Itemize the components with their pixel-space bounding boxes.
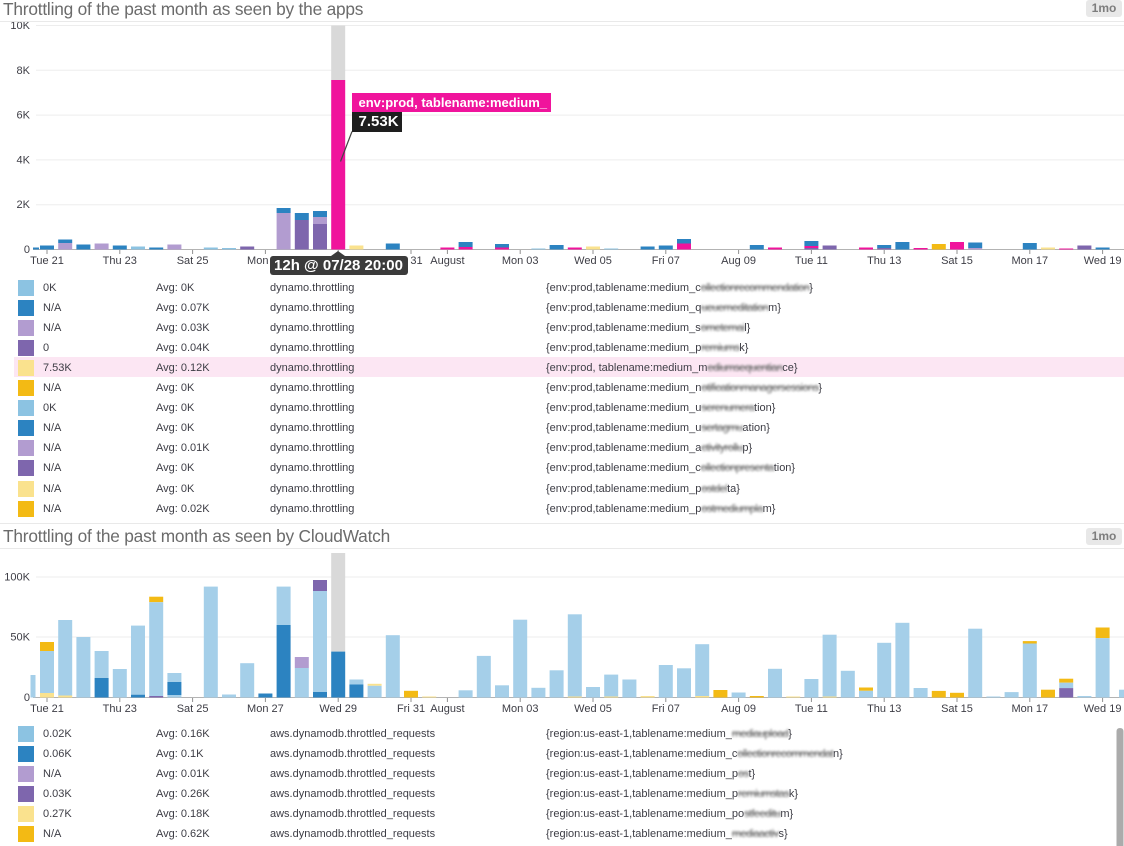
svg-text:Wed 05: Wed 05 [574, 255, 612, 267]
svg-text:Aug 09: Aug 09 [721, 703, 756, 715]
svg-text:Wed 29: Wed 29 [319, 703, 357, 715]
svg-text:Wed 19: Wed 19 [1084, 703, 1122, 715]
svg-text:Tue 11: Tue 11 [795, 255, 828, 267]
svg-text:Aug 09: Aug 09 [721, 255, 756, 267]
svg-text:Tue 11: Tue 11 [795, 703, 828, 715]
svg-text:Sat 25: Sat 25 [177, 255, 209, 267]
svg-text:6K: 6K [17, 110, 31, 122]
svg-text:Wed 05: Wed 05 [574, 703, 612, 715]
svg-text:Mon 17: Mon 17 [1011, 255, 1048, 267]
svg-text:8K: 8K [17, 65, 31, 77]
svg-text:Thu 13: Thu 13 [867, 703, 901, 715]
svg-text:Mon 03: Mon 03 [502, 255, 539, 267]
svg-text:0: 0 [24, 244, 30, 256]
svg-text:31: 31 [410, 255, 422, 267]
svg-text:10K: 10K [10, 20, 30, 32]
svg-text:August: August [430, 703, 464, 715]
svg-text:Tue 21: Tue 21 [30, 703, 64, 715]
svg-text:100K: 100K [4, 572, 30, 584]
svg-text:0: 0 [24, 692, 30, 704]
svg-text:Mon 17: Mon 17 [1011, 703, 1048, 715]
svg-text:Wed 19: Wed 19 [1084, 255, 1122, 267]
svg-text:Sat 15: Sat 15 [941, 255, 973, 267]
svg-text:Thu 23: Thu 23 [103, 255, 137, 267]
svg-text:Sat 25: Sat 25 [177, 703, 209, 715]
svg-text:4K: 4K [17, 154, 31, 166]
svg-text:Thu 23: Thu 23 [103, 703, 137, 715]
svg-text:Mon 27: Mon 27 [247, 703, 284, 715]
svg-text:August: August [430, 255, 464, 267]
svg-text:Sat 15: Sat 15 [941, 703, 973, 715]
svg-text:Mon 03: Mon 03 [502, 703, 539, 715]
svg-text:Fri 31: Fri 31 [397, 703, 425, 715]
svg-text:50K: 50K [10, 632, 30, 644]
svg-text:2K: 2K [17, 199, 31, 211]
svg-text:Fri 07: Fri 07 [652, 703, 680, 715]
svg-text:Thu 13: Thu 13 [867, 255, 901, 267]
svg-text:Tue 21: Tue 21 [30, 255, 64, 267]
svg-text:Fri 07: Fri 07 [652, 255, 680, 267]
